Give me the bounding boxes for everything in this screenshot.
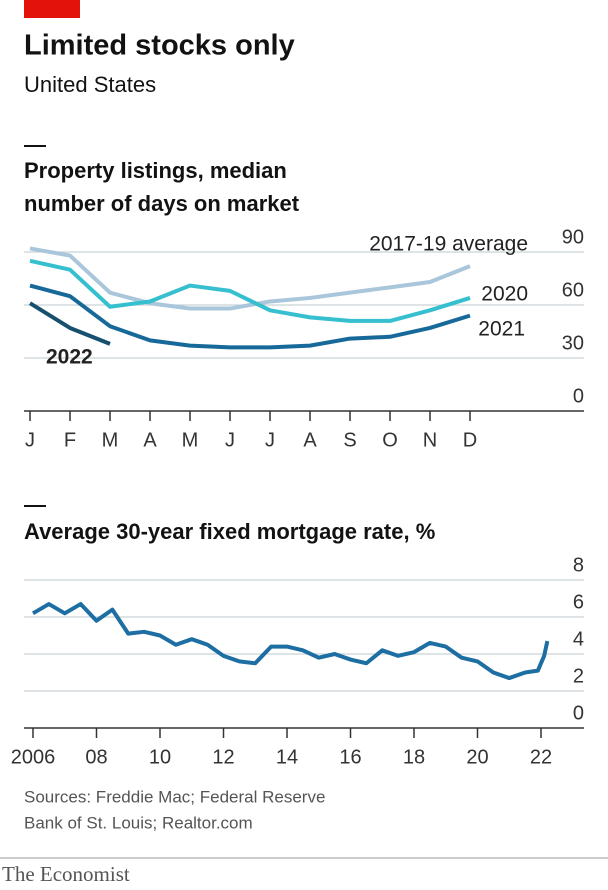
- y-tick-label: 0: [573, 385, 584, 407]
- x-tick-label: J: [225, 429, 235, 451]
- y-tick-label: 4: [573, 628, 584, 650]
- x-tick-label: N: [423, 429, 437, 451]
- chart-title: Average 30-year fixed mortgage rate, %: [24, 519, 435, 544]
- y-tick-label: 8: [573, 554, 584, 576]
- source: Sources: Freddie Mac; Federal Reserve: [24, 787, 325, 806]
- series-label: 2020: [481, 283, 528, 306]
- x-tick-label: M: [102, 429, 119, 451]
- y-tick-label: 2: [573, 665, 584, 687]
- y-tick-label: 6: [573, 591, 584, 613]
- x-tick-label: M: [182, 429, 199, 451]
- x-tick-label: 20: [466, 746, 488, 768]
- x-tick-label: O: [382, 429, 398, 451]
- x-tick-label: J: [25, 429, 35, 451]
- brand: The Economist: [2, 862, 130, 886]
- x-tick-label: A: [143, 429, 157, 451]
- chart-title: Property listings, median: [24, 158, 287, 183]
- series-line: [29, 258, 471, 323]
- series-line: [31, 602, 550, 681]
- x-tick-label: 08: [85, 746, 107, 768]
- chart-title: number of days on market: [24, 191, 300, 216]
- brand-tag: [24, 0, 80, 18]
- x-tick-label: 18: [403, 746, 425, 768]
- series-line: [29, 283, 471, 350]
- x-tick-label: J: [265, 429, 275, 451]
- series-line: [28, 301, 111, 346]
- series-label: 2022: [46, 346, 93, 369]
- y-tick-label: 90: [562, 226, 584, 248]
- x-tick-label: A: [303, 429, 317, 451]
- title: Limited stocks only: [24, 30, 295, 62]
- x-tick-label: 2006: [11, 746, 56, 768]
- x-tick-label: 16: [339, 746, 361, 768]
- x-tick-label: S: [343, 429, 356, 451]
- x-tick-label: 12: [212, 746, 234, 768]
- x-tick-label: F: [64, 429, 76, 451]
- series-label: 2021: [478, 318, 525, 341]
- y-tick-label: 0: [573, 702, 584, 724]
- x-tick-label: 22: [530, 746, 552, 768]
- x-tick-label: D: [463, 429, 477, 451]
- x-tick-label: 10: [149, 746, 171, 768]
- subtitle: United States: [24, 72, 156, 97]
- y-tick-label: 60: [562, 279, 584, 301]
- series-line: [29, 246, 471, 311]
- y-tick-label: 30: [562, 332, 584, 354]
- source: Bank of St. Louis; Realtor.com: [24, 813, 253, 832]
- series-label: 2017-19 average: [369, 233, 528, 256]
- x-tick-label: 14: [276, 746, 298, 768]
